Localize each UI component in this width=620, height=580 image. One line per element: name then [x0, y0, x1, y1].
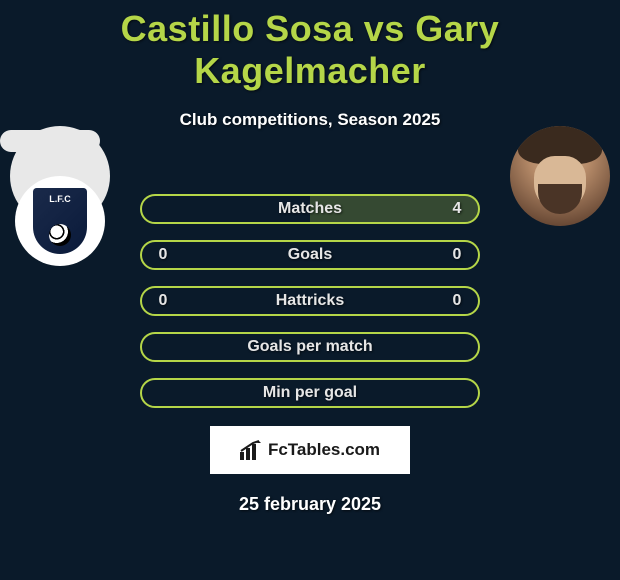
stat-row-min-per-goal: Min per goal	[140, 378, 480, 408]
stat-label: Goals	[142, 246, 478, 264]
stat-right-value: 4	[450, 200, 464, 218]
stat-label: Matches	[142, 200, 478, 218]
stat-label: Hattricks	[142, 292, 478, 310]
stat-row-hattricks: 0 Hattricks 0	[140, 286, 480, 316]
page-title: Castillo Sosa vs Gary Kagelmacher	[0, 0, 620, 92]
stat-right-value: 0	[450, 246, 464, 264]
player-right-avatar	[510, 126, 610, 226]
stat-row-matches: Matches 4	[140, 194, 480, 224]
stat-row-goals-per-match: Goals per match	[140, 332, 480, 362]
soccer-ball-icon	[49, 224, 71, 246]
player-left-club-badge: L.F.C	[15, 176, 105, 266]
brand-text: FcTables.com	[268, 440, 380, 460]
stat-label: Min per goal	[142, 384, 478, 402]
bar-chart-icon	[240, 440, 262, 460]
club-crest-initials: L.F.C	[49, 194, 71, 204]
brand-badge: FcTables.com	[210, 426, 410, 474]
stat-left-value: 0	[156, 292, 170, 310]
date-label: 25 february 2025	[0, 494, 620, 515]
stat-label: Goals per match	[142, 338, 478, 356]
stat-row-goals: 0 Goals 0	[140, 240, 480, 270]
stat-right-value: 0	[450, 292, 464, 310]
stat-left-value: 0	[156, 246, 170, 264]
club-crest: L.F.C	[33, 188, 87, 254]
